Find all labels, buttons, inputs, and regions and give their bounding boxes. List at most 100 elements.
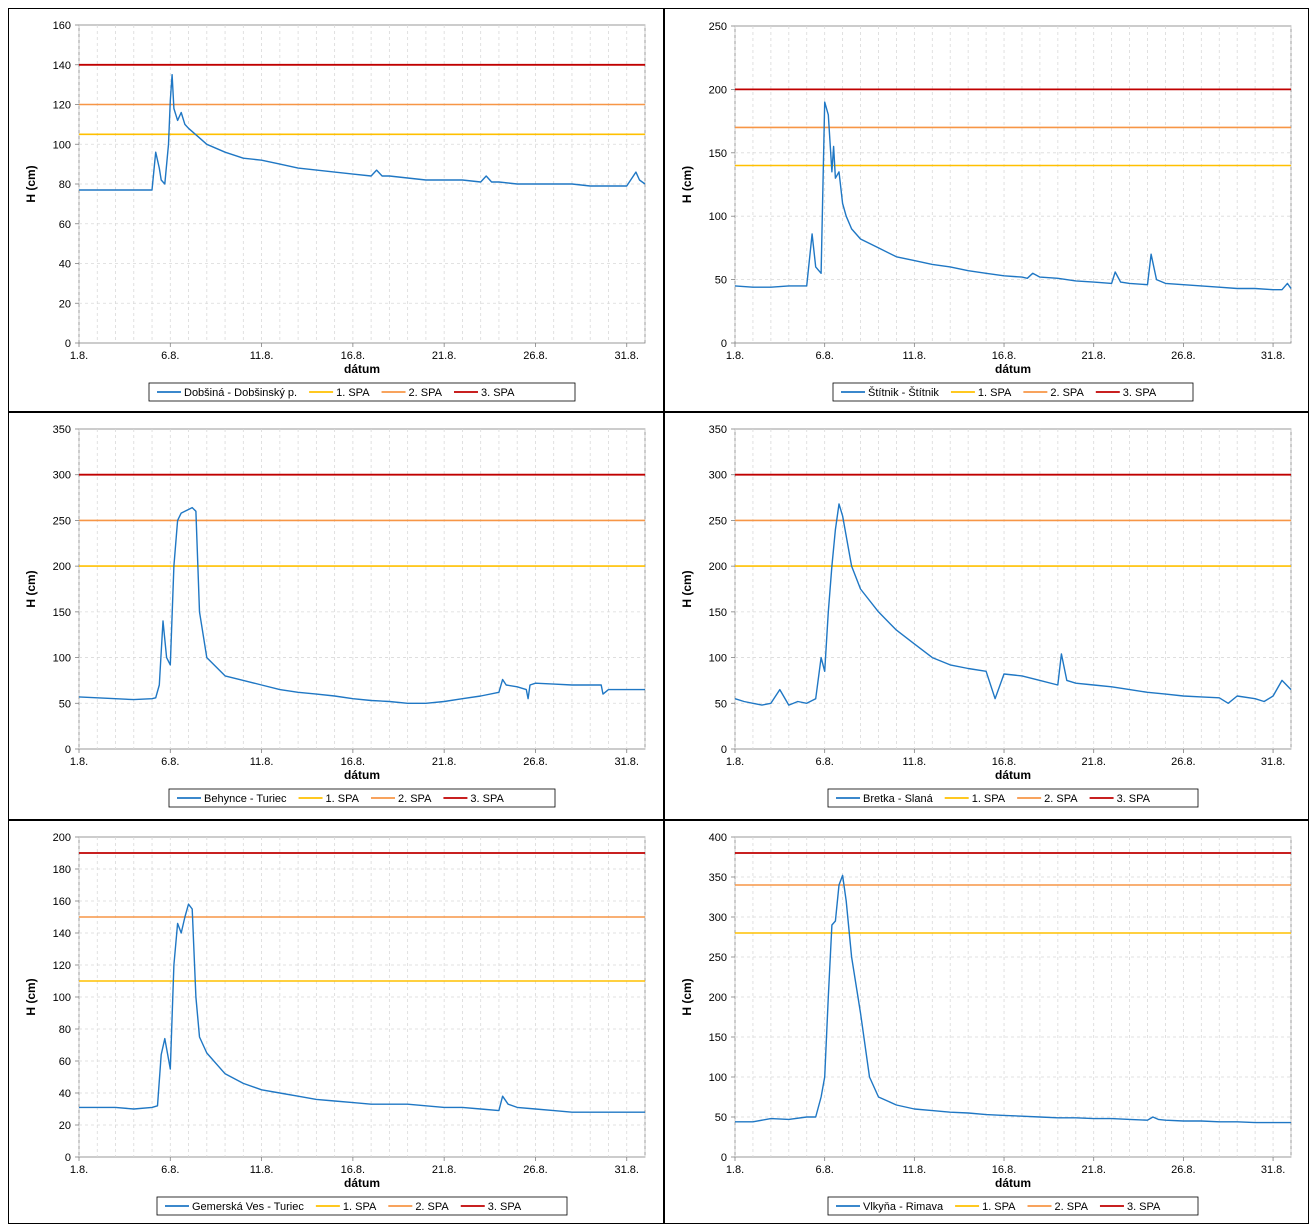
y-axis-title: H (cm) (680, 166, 694, 203)
y-tick-label: 150 (53, 607, 71, 619)
legend (168, 788, 556, 808)
legend-label: 2. SPA (409, 387, 443, 399)
legend-label: 3. SPA (1117, 793, 1151, 805)
y-tick-label: 120 (53, 960, 71, 972)
legend (827, 788, 1199, 808)
legend-label: Behynce - Turiec (204, 793, 287, 805)
y-tick-label: 100 (53, 992, 71, 1004)
y-tick-label: 100 (53, 653, 71, 665)
legend-label: 1. SPA (336, 387, 370, 399)
legend-label: 2. SPA (1044, 793, 1078, 805)
x-tick-label: 26.8. (1171, 756, 1195, 768)
x-tick-label: 26.8. (1171, 1164, 1195, 1176)
chart-svg: 0 20 40 60 80 100 120 140 160 180 200 1.8. 6.8. 11.8.… (24, 832, 646, 1216)
x-tick-label: 16.8. (992, 350, 1016, 362)
legend-label: 1. SPA (978, 387, 1012, 399)
y-tick-label: 250 (53, 515, 71, 527)
legend (827, 1196, 1199, 1216)
y-tick-label: 50 (715, 1112, 727, 1124)
x-tick-label: 11.8. (903, 350, 927, 362)
chart-svg: 0 50 100 150 200 250 300 350 400 1.8. 6.8. 11.8. 16.… (680, 832, 1292, 1216)
y-tick-label: 400 (709, 832, 727, 844)
legend-label: 1. SPA (326, 793, 360, 805)
x-tick-label: 16.8. (341, 756, 365, 768)
legend-label: 2. SPA (415, 1201, 449, 1213)
x-tick-label: 1.8. (726, 756, 744, 768)
legend-label: 1. SPA (982, 1201, 1016, 1213)
x-tick-label: 11.8. (903, 756, 927, 768)
y-tick-label: 180 (53, 864, 71, 876)
x-tick-label: 11.8. (250, 350, 274, 362)
x-tick-label: 31.8. (1261, 756, 1285, 768)
legend-label: Dobšiná - Dobšinský p. (184, 387, 297, 399)
x-axis-title: dátum (344, 362, 380, 376)
y-tick-label: 20 (59, 1120, 71, 1132)
x-tick-label: 6.8. (815, 1164, 833, 1176)
y-tick-label: 150 (709, 607, 727, 619)
series-line-water-level (79, 73, 646, 191)
x-tick-label: 31.8. (1261, 350, 1285, 362)
chart-panel-3: 0 50 100 150 200 250 300 350 1.8. 6.8. 11.8. 16.8. 2… (8, 412, 664, 820)
x-tick-label: 1.8. (726, 350, 744, 362)
y-tick-label: 50 (715, 698, 727, 710)
x-axis-title: dátum (995, 768, 1031, 782)
legend-label: Gemerská Ves - Turiec (192, 1201, 304, 1213)
y-tick-label: 140 (53, 60, 71, 72)
y-tick-label: 60 (59, 1056, 71, 1068)
x-tick-label: 21.8. (1081, 1164, 1105, 1176)
y-axis-title: H (cm) (680, 570, 694, 607)
legend-label: 3. SPA (488, 1201, 522, 1213)
x-tick-label: 26.8. (1171, 350, 1195, 362)
x-tick-label: 31.8. (1261, 1164, 1285, 1176)
chart-svg: 0 50 100 150 200 250 1.8. 6.8. 11.8. 16.8. 21.8. 26… (680, 21, 1292, 402)
y-tick-label: 80 (59, 1024, 71, 1036)
legend-label: 3. SPA (1127, 1201, 1161, 1213)
y-tick-label: 120 (53, 100, 71, 112)
y-tick-label: 0 (65, 744, 71, 756)
y-tick-label: 200 (709, 561, 727, 573)
x-tick-label: 11.8. (250, 756, 274, 768)
y-tick-label: 0 (721, 1152, 727, 1164)
x-tick-label: 1.8. (70, 756, 88, 768)
x-tick-label: 6.8. (815, 350, 833, 362)
y-tick-label: 100 (709, 211, 727, 223)
x-tick-label: 6.8. (161, 756, 179, 768)
y-tick-label: 300 (53, 470, 71, 482)
x-tick-label: 16.8. (992, 1164, 1016, 1176)
y-axis-title: H (cm) (24, 978, 38, 1015)
x-tick-label: 16.8. (992, 756, 1016, 768)
y-tick-label: 350 (53, 424, 71, 436)
series-line-water-level (735, 874, 1291, 1124)
series-line-water-level (734, 503, 1292, 706)
y-tick-label: 160 (53, 20, 71, 32)
chart-panel-6: 0 50 100 150 200 250 300 350 400 1.8. 6.8. 11.8. 16.… (664, 820, 1309, 1224)
y-tick-label: 350 (709, 424, 727, 436)
y-tick-label: 300 (709, 470, 727, 482)
y-tick-label: 50 (715, 275, 727, 287)
y-tick-label: 0 (721, 338, 727, 350)
chart-panel-2: 0 50 100 150 200 250 1.8. 6.8. 11.8. 16.8. 21.8. 26… (664, 8, 1309, 412)
y-tick-label: 0 (65, 1152, 71, 1164)
chart-panel-5: 0 20 40 60 80 100 120 140 160 180 200 1.8. 6.8. 11.8.… (8, 820, 664, 1224)
x-tick-label: 21.8. (432, 350, 456, 362)
legend-label: 1. SPA (972, 793, 1006, 805)
chart-panel-4: 0 50 100 150 200 250 300 350 1.8. 6.8. 11.8. 16.8. 2… (664, 412, 1309, 820)
y-tick-label: 160 (53, 896, 71, 908)
y-tick-label: 200 (53, 561, 71, 573)
plot-area (734, 25, 1292, 344)
legend-label: 2. SPA (1050, 387, 1084, 399)
y-axis-title: H (cm) (24, 165, 38, 202)
y-tick-label: 100 (53, 139, 71, 151)
plot-area (78, 428, 646, 750)
chart-svg: 0 50 100 150 200 250 300 350 1.8. 6.8. 11.8. 16.8. 2… (680, 424, 1292, 808)
x-tick-label: 11.8. (250, 1164, 274, 1176)
y-tick-label: 50 (59, 698, 71, 710)
x-tick-label: 21.8. (1081, 756, 1105, 768)
x-tick-label: 21.8. (1081, 350, 1105, 362)
y-tick-label: 150 (709, 148, 727, 160)
legend-label: 3. SPA (1123, 387, 1157, 399)
legend-label: Štítnik - Štítnik (868, 386, 939, 399)
y-tick-label: 0 (65, 338, 71, 350)
x-tick-label: 6.8. (815, 756, 833, 768)
y-tick-label: 20 (59, 298, 71, 310)
